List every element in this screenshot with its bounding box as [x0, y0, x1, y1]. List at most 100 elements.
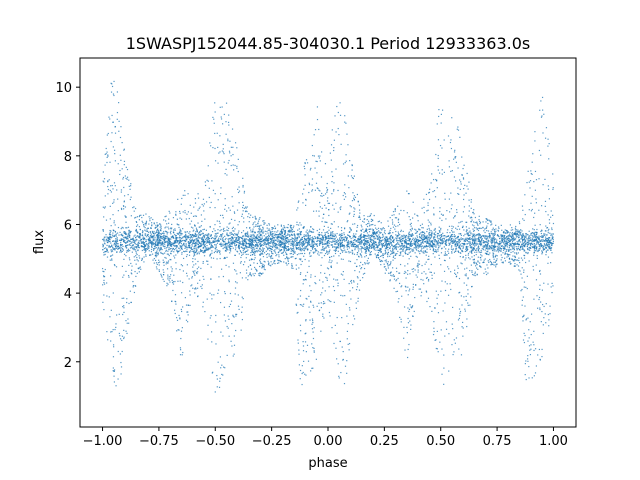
data-point	[246, 243, 248, 245]
data-point	[110, 340, 112, 342]
data-point	[260, 249, 263, 251]
data-point	[274, 225, 276, 227]
data-point	[377, 254, 379, 256]
data-point	[312, 241, 314, 243]
data-point	[434, 227, 436, 230]
data-point	[228, 159, 230, 162]
data-point	[143, 261, 145, 263]
data-point	[245, 272, 248, 274]
data-point	[210, 145, 212, 147]
data-point	[260, 230, 263, 233]
data-point	[316, 243, 318, 245]
data-point	[163, 242, 165, 244]
data-point	[356, 244, 358, 246]
data-point	[329, 259, 331, 261]
data-point	[238, 247, 240, 249]
data-point	[504, 260, 507, 262]
data-point	[178, 232, 180, 234]
data-point	[387, 251, 390, 253]
data-point	[385, 236, 388, 238]
data-point	[282, 246, 284, 248]
data-point	[407, 286, 409, 288]
data-point	[353, 213, 355, 216]
data-point	[320, 240, 322, 242]
data-point	[521, 243, 523, 245]
data-point	[168, 218, 170, 220]
data-point	[230, 233, 232, 235]
data-point	[137, 242, 139, 244]
data-point	[430, 224, 432, 226]
data-point	[475, 253, 477, 256]
data-point	[340, 239, 342, 241]
data-point	[126, 322, 128, 324]
data-point	[227, 249, 229, 251]
data-point	[521, 230, 523, 232]
data-point	[548, 222, 551, 224]
data-point	[330, 265, 332, 267]
data-point	[538, 238, 540, 241]
data-point	[199, 234, 202, 236]
data-point	[451, 230, 453, 232]
data-point	[165, 235, 167, 238]
data-point	[366, 232, 369, 234]
data-point	[445, 254, 448, 256]
data-point	[232, 230, 234, 232]
data-point	[451, 170, 453, 172]
data-point	[198, 241, 200, 243]
data-point	[181, 237, 184, 239]
data-point	[111, 254, 114, 256]
data-point	[304, 333, 306, 335]
data-point	[221, 240, 224, 242]
data-point	[478, 248, 480, 250]
data-point	[236, 233, 238, 235]
data-point	[451, 251, 453, 253]
data-point	[322, 313, 324, 315]
data-point	[484, 252, 487, 254]
data-point	[470, 207, 472, 209]
data-point	[530, 247, 532, 249]
data-point	[392, 226, 395, 228]
data-point	[153, 262, 155, 264]
data-point	[308, 295, 310, 297]
data-point	[160, 237, 162, 240]
data-point	[151, 225, 153, 227]
data-point	[175, 213, 177, 215]
data-point	[158, 247, 160, 250]
data-point	[486, 247, 488, 249]
data-point	[247, 266, 250, 268]
data-point	[109, 316, 111, 318]
data-point	[473, 225, 475, 227]
data-point	[102, 284, 104, 286]
data-point	[348, 187, 350, 189]
data-point	[504, 253, 506, 255]
data-point	[452, 328, 454, 330]
data-point	[365, 240, 367, 242]
data-point	[145, 243, 148, 245]
data-point	[522, 246, 524, 248]
data-point	[227, 315, 229, 317]
data-point	[426, 242, 428, 245]
data-point	[149, 237, 151, 239]
data-point	[486, 240, 488, 242]
data-point	[171, 268, 173, 270]
data-point	[474, 240, 476, 242]
data-point	[220, 229, 222, 231]
data-point	[328, 244, 330, 246]
data-point	[241, 252, 243, 254]
data-point	[170, 274, 172, 276]
data-point	[211, 246, 214, 248]
data-point	[414, 252, 416, 254]
data-point	[453, 238, 455, 240]
data-point	[214, 233, 216, 235]
data-point	[381, 255, 383, 257]
data-point	[359, 248, 361, 250]
data-point	[313, 347, 315, 350]
data-point	[353, 210, 355, 213]
data-point	[194, 235, 196, 237]
data-point	[258, 274, 260, 276]
data-point	[389, 255, 391, 257]
data-point	[387, 239, 389, 241]
data-point	[547, 242, 550, 244]
data-point	[318, 279, 321, 281]
data-point	[174, 228, 176, 230]
